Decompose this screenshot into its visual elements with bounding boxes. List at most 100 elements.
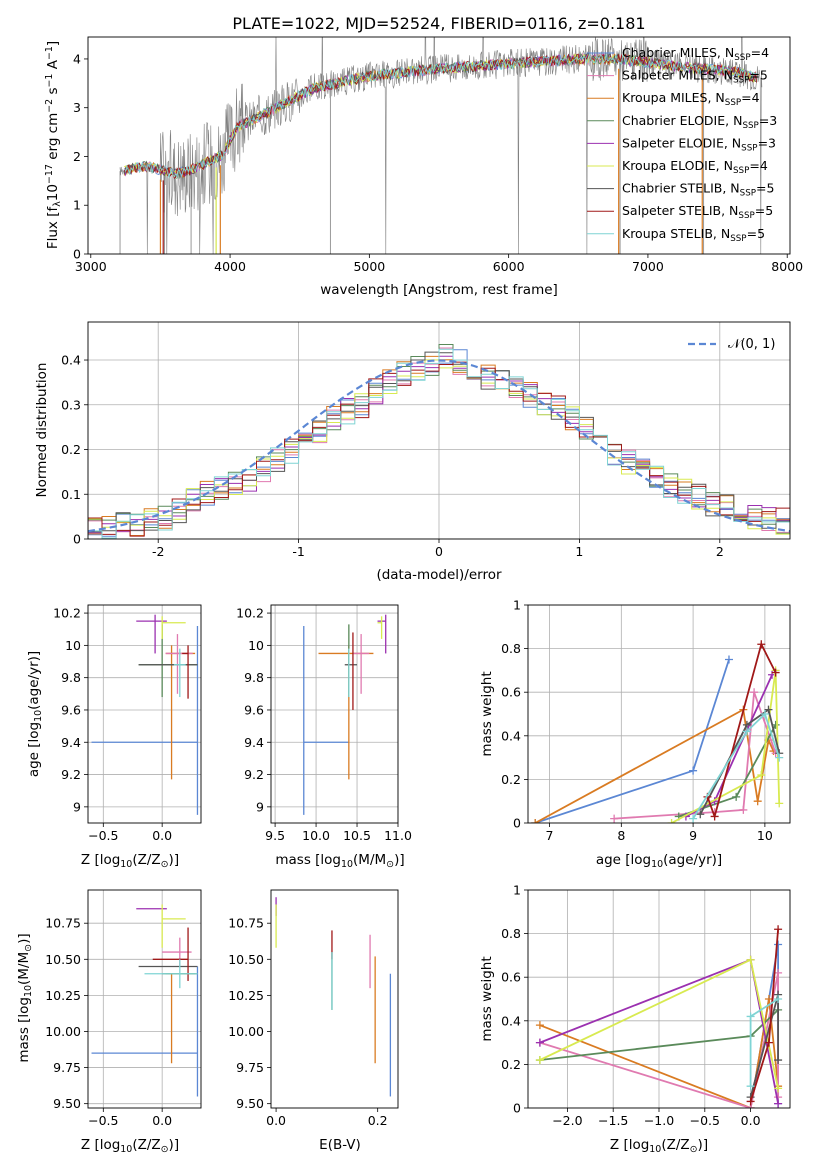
weight-vs-Z-xtick-label: 0.0 xyxy=(741,1113,761,1128)
weight-vs-Z-ytick-label: 1 xyxy=(513,883,521,898)
weight-vs-Z-marker-kroupa_miles xyxy=(535,1021,544,1030)
weight-vs-age-xlabel-part: 10 xyxy=(651,859,663,870)
weight-vs-Z-xtick-label: −1.0 xyxy=(644,1113,674,1128)
weight-vs-Z-marker-salpeter_stelib xyxy=(764,1038,773,1047)
weight-vs-age-marker-kroupa_stelib xyxy=(689,814,698,823)
weight-vs-age-xtick-label: 9 xyxy=(689,828,697,843)
spectrum-ytick-label: 3 xyxy=(73,100,81,115)
mass-vs-Z-plot-area xyxy=(88,890,201,1108)
legend-entry-kroupa_elodie: Kroupa ELODIE, NSSP=4 xyxy=(622,158,768,176)
legend-entry-chabrier_miles-part: SSP xyxy=(734,53,750,63)
spectrum-ytick-label: 2 xyxy=(73,149,81,164)
legend-entry-kroupa_stelib-part: =5 xyxy=(747,226,765,241)
weight-vs-age-ytick-label: 0.2 xyxy=(501,772,521,787)
weight-vs-age-ytick-label: 1 xyxy=(513,598,521,613)
weight-vs-Z-xtick-label: −1.5 xyxy=(598,1113,628,1128)
weight-vs-age-marker-kroupa_elodie xyxy=(775,799,784,808)
residuals-ytick-label: 0.4 xyxy=(61,353,81,368)
residuals-xtick-label: -2 xyxy=(152,544,164,559)
age-vs-Z-ytick-label: 9.2 xyxy=(61,767,81,782)
legend-entry-chabrier_miles: Chabrier MILES, NSSP=4 xyxy=(622,45,769,63)
age-vs-mass-xlabel-part: (M/M xyxy=(353,852,386,868)
age-vs-Z-xtick-label: −0.5 xyxy=(88,828,118,843)
weight-vs-age-ytick-label: 0.8 xyxy=(501,641,521,656)
age-vs-Z-xlabel-part: 10 xyxy=(120,859,132,870)
weight-vs-Z-marker-kroupa_elodie xyxy=(774,1084,783,1093)
weight-vs-age-line-salpeter_stelib xyxy=(706,641,777,820)
spectrum-ylabel-part: −17 xyxy=(44,164,55,184)
age-vs-mass-ytick-label: 10.2 xyxy=(236,606,264,621)
residuals-frame xyxy=(87,321,791,540)
spectrum-ylabel-part: s xyxy=(45,87,61,98)
spectrum-frame xyxy=(87,36,791,255)
legend-entry-chabrier_miles-part: Chabrier MILES, N xyxy=(622,45,734,60)
spectrum-ytick-label: 0 xyxy=(73,247,81,262)
age-vs-Z-ytick-label: 10.2 xyxy=(53,606,81,621)
spectrum-ylabel: Flux [fλ10−17 erg cm−2 s−1 A−1] xyxy=(44,41,63,249)
age-vs-Z-axes: −0.5 0.0 9 9.2 9.4 9.6 9.8 10 10.2 xyxy=(53,604,202,843)
weight-vs-Z-xlabel-part: Z [log xyxy=(610,1137,649,1153)
mass-vs-Z-ylabel-part: 10 xyxy=(23,985,34,997)
spectrum-ylabel-part: A xyxy=(45,59,61,73)
weight-vs-age-marker-kroupa_stelib xyxy=(775,753,784,762)
weight-vs-age-ytick-label: 0.4 xyxy=(501,728,521,743)
legend-entry-chabrier_elodie: Chabrier ELODIE, NSSP=3 xyxy=(622,113,777,131)
legend-entry-salpeter_stelib-part: SSP xyxy=(738,211,754,221)
age-vs-Z-xtick-label: 0.0 xyxy=(152,828,172,843)
weight-vs-Z-marker-salpeter_stelib xyxy=(746,1097,755,1106)
weight-vs-age-xtick-label: 10 xyxy=(757,828,773,843)
legend-entry-salpeter_elodie: Salpeter ELODIE, NSSP=3 xyxy=(622,135,776,153)
mass-vs-Z-xlabel-part: 10 xyxy=(120,1144,132,1155)
age-vs-Z-ytick-label: 9.6 xyxy=(61,702,81,717)
residuals-axes: -2 -1 0 1 2 0 0.1 0.2 0.3 0.4 xyxy=(61,321,791,559)
mass-vs-Z-ytick-label: 10.00 xyxy=(45,1024,81,1039)
residuals-hist-kroupa_stelib xyxy=(88,348,790,539)
weight-vs-age-marker-salpeter_stelib xyxy=(710,812,719,821)
mass-vs-EBV-ytick-label: 10.50 xyxy=(228,952,264,967)
weight-vs-age-axes: 7 8 9 10 0 0.2 0.4 0.6 0.8 1 xyxy=(501,598,791,843)
mass-vs-EBV-plot-area xyxy=(275,897,392,1097)
legend-entry-salpeter_elodie-part: SSP xyxy=(741,143,757,153)
age-vs-mass-xtick-label: 11.0 xyxy=(384,828,412,843)
residuals-ytick-label: 0.1 xyxy=(61,487,81,502)
age-vs-mass-xlabel-part: mass [log xyxy=(275,852,341,868)
weight-vs-age-marker-kroupa_miles xyxy=(753,797,762,806)
weight-vs-age-marker-chabrier_stelib xyxy=(696,810,705,819)
mass-vs-EBV-ytick-label: 9.50 xyxy=(236,1096,264,1111)
weight-vs-Z-line-salpeter_stelib xyxy=(749,929,779,1102)
mass-vs-Z-ylabel-part: (M/M xyxy=(16,952,32,985)
legend-entry-salpeter_miles-part: =5 xyxy=(749,68,767,83)
age-vs-Z-ytick-label: 9.8 xyxy=(61,670,81,685)
spectrum-xtick-label: 4000 xyxy=(214,259,246,274)
age-vs-mass-ytick-label: 9 xyxy=(256,799,264,814)
mass-vs-Z-xlabel: Z [log10(Z/Z⊙)] xyxy=(81,1137,179,1155)
age-vs-Z-ytick-label: 9 xyxy=(73,799,81,814)
age-vs-Z-xlabel-part: Z [log xyxy=(81,852,120,868)
weight-vs-age-marker-kroupa_stelib xyxy=(760,710,769,718)
mass-vs-EBV-ytick-label: 10.00 xyxy=(228,1024,264,1039)
weight-vs-Z-marker-kroupa_elodie xyxy=(535,1056,544,1065)
legend-entry-kroupa_stelib: Kroupa STELIB, NSSP=5 xyxy=(622,226,765,244)
mass-vs-Z-ytick-label: 10.50 xyxy=(45,952,81,967)
mass-vs-EBV-axes: 0.0 0.2 9.50 9.75 10.00 10.25 10.50 10.75 xyxy=(228,889,399,1128)
mass-vs-EBV-xtick-label: 0.2 xyxy=(368,1113,388,1128)
mass-vs-EBV-xlabel: E(B-V) xyxy=(319,1137,361,1153)
legend-entry-salpeter_stelib-part: Salpeter STELIB, N xyxy=(622,203,738,218)
legend-entry-salpeter_stelib-part: =5 xyxy=(755,203,773,218)
weight-vs-age-line-kroupa_miles xyxy=(534,708,775,823)
weight-vs-Z-marker-kroupa_elodie xyxy=(746,955,755,964)
age-vs-mass-ytick-label: 9.8 xyxy=(244,670,264,685)
spectrum-ytick-label: 1 xyxy=(73,198,81,213)
weight-vs-age-xlabel: age [log10(age/yr)] xyxy=(596,852,722,870)
mass-vs-Z-ylabel-part: ⊙ xyxy=(23,944,34,952)
age-vs-Z-xlabel-part: ⊙ xyxy=(161,859,169,870)
mass-vs-Z-xlabel-part: (Z/Z xyxy=(132,1137,160,1153)
spectrum-xtick-label: 6000 xyxy=(493,259,525,274)
residuals-xtick-label: 2 xyxy=(716,544,724,559)
weight-vs-Z-marker-salpeter_elodie xyxy=(535,1038,544,1047)
legend-entry-chabrier_miles-part: =4 xyxy=(751,45,769,60)
weight-vs-age-marker-salpeter_miles xyxy=(739,805,748,814)
spectrum-ylabel-part: erg cm xyxy=(45,113,61,164)
